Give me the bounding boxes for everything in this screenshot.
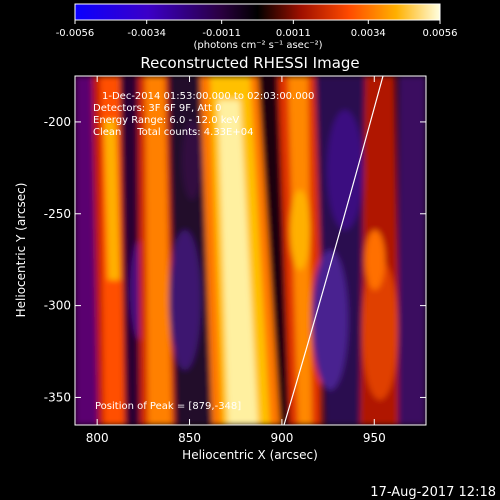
timestamp: 17-Aug-2017 12:18 (370, 485, 496, 500)
colorbar-ticks: -0.0056 -0.0034 -0.0011 0.0011 0.0034 0.0056 (56, 20, 458, 39)
x-tick-label: 900 (270, 431, 293, 445)
info-line-detectors: Detectors: 3F 6F 9F, Att 0 (93, 103, 221, 114)
info-line-energy: Energy Range: 6.0 - 12.0 keV (93, 115, 239, 126)
x-axis-label: Heliocentric X (arcsec) (182, 448, 318, 462)
colorbar-tick-label: -0.0034 (127, 28, 166, 39)
y-tick-label: -250 (44, 207, 71, 221)
x-axis-ticks: 800 850 900 950 (86, 76, 386, 445)
colorbar: -0.0056 -0.0034 -0.0011 0.0011 0.0034 0.0056 … (56, 3, 458, 51)
colorbar-units: (photons cm⁻² s⁻¹ asec⁻²) (193, 40, 322, 51)
peak-position-label: Position of Peak = [879,-348] (95, 401, 241, 412)
image-area (75, 76, 426, 425)
y-tick-label: -300 (44, 299, 71, 313)
colorbar-tick-label: -0.0056 (56, 28, 95, 39)
plot-title: Reconstructed RHESSI Image (140, 54, 359, 72)
colorbar-tick-label: 0.0056 (423, 28, 458, 39)
colorbar-tick-label: 0.0011 (276, 28, 311, 39)
x-tick-label: 800 (86, 431, 109, 445)
y-axis-ticks: -200 -250 -300 -350 (44, 115, 426, 404)
y-tick-label: -200 (44, 115, 71, 129)
solar-limb-line (283, 76, 384, 425)
y-tick-label: -350 (44, 390, 71, 404)
colorbar-tick-label: -0.0011 (202, 28, 241, 39)
y-axis-label: Heliocentric Y (arcsec) (14, 183, 28, 318)
x-tick-label: 850 (178, 431, 201, 445)
colorbar-gradient (74, 3, 441, 21)
x-tick-label: 950 (363, 431, 386, 445)
info-line-time: 1-Dec-2014 01:53:00.000 to 02:03:00.000 (102, 91, 314, 102)
info-line-counts: Clean Total counts: 4.33E+04 (93, 127, 253, 138)
colorbar-tick-label: 0.0034 (351, 28, 386, 39)
info-block: 1-Dec-2014 01:53:00.000 to 02:03:00.000 … (93, 91, 314, 138)
plot-frame (74, 75, 427, 426)
